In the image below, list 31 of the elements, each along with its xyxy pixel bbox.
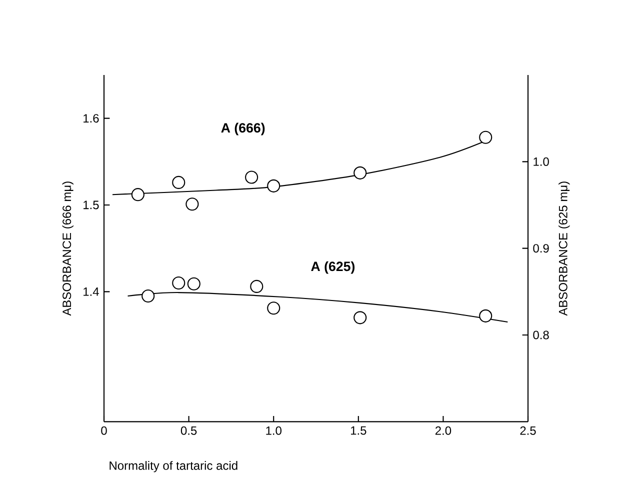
text: A (666) bbox=[221, 122, 265, 136]
y-tick-label: 1.5 bbox=[84, 200, 99, 210]
y-axis-title: ABSORBANCE (666 mμ) bbox=[62, 182, 74, 316]
x-tick-label: 2.5 bbox=[520, 426, 536, 435]
point bbox=[354, 166, 367, 180]
y2-tick-label: 0.9 bbox=[533, 244, 549, 253]
x-tick-label: 2.0 bbox=[435, 426, 452, 435]
x-tick-label: 1.0 bbox=[266, 426, 282, 435]
point bbox=[186, 198, 199, 211]
y-tick-label: 1.4 bbox=[84, 288, 99, 296]
point bbox=[267, 179, 280, 192]
point bbox=[479, 130, 492, 144]
y-tick-label: 1.6 bbox=[84, 114, 99, 123]
y2-axis-title: ABSORBANCE (625 mμ) bbox=[558, 182, 570, 316]
point bbox=[245, 170, 258, 184]
text: A (625) bbox=[311, 261, 355, 274]
point bbox=[172, 176, 186, 189]
point bbox=[354, 311, 367, 324]
x-tick-label: 0.5 bbox=[180, 426, 197, 435]
y2-tick-label: 0.8 bbox=[533, 330, 549, 340]
point bbox=[250, 280, 264, 293]
point bbox=[187, 277, 200, 290]
point bbox=[172, 276, 186, 290]
y2-tick-label: 1.0 bbox=[534, 157, 549, 166]
point bbox=[479, 309, 492, 322]
x-axis-title: Normality of tartaric acid bbox=[110, 461, 238, 472]
point bbox=[142, 289, 155, 303]
point bbox=[267, 302, 280, 315]
x-tick-label: 1.5 bbox=[350, 426, 366, 435]
x-tick-label: 0 bbox=[101, 426, 107, 435]
point bbox=[131, 188, 144, 202]
